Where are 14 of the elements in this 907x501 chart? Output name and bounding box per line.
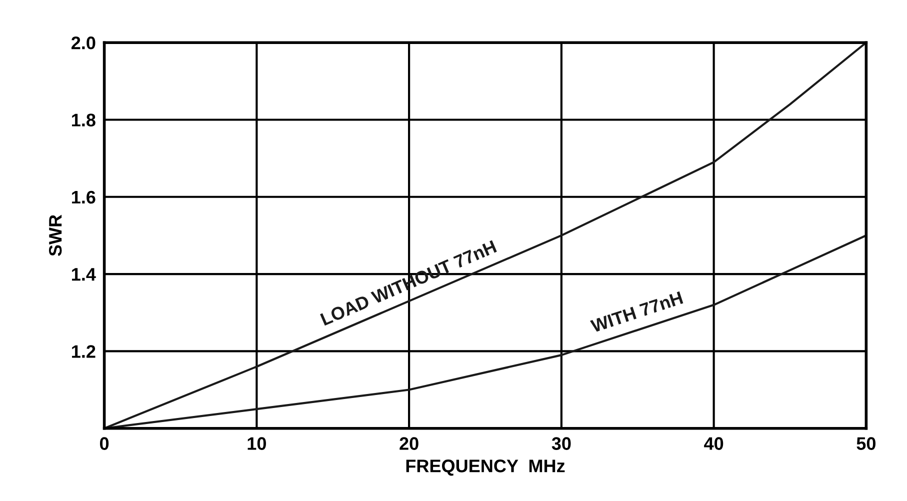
x-tick-label: 30 — [552, 437, 571, 450]
y-tick-label: 2.0 — [72, 36, 96, 50]
x-tick-label: 20 — [400, 437, 418, 450]
y-tick-label: 1.8 — [72, 114, 96, 126]
text: WITH 77nH — [590, 291, 684, 333]
x-axis-title: FREQUENCY MHz — [406, 460, 565, 476]
x-tick-label: 50 — [856, 437, 876, 450]
y-tick-label: 1.2 — [72, 345, 96, 358]
x-tick-label: 10 — [248, 437, 266, 450]
y-tick-label: 1.4 — [72, 268, 96, 281]
x-tick-label: 0 — [100, 437, 109, 450]
y-tick-label: 1.6 — [72, 190, 96, 204]
x-tick-label: 40 — [704, 437, 724, 450]
y-axis-title: SWR — [48, 214, 62, 256]
